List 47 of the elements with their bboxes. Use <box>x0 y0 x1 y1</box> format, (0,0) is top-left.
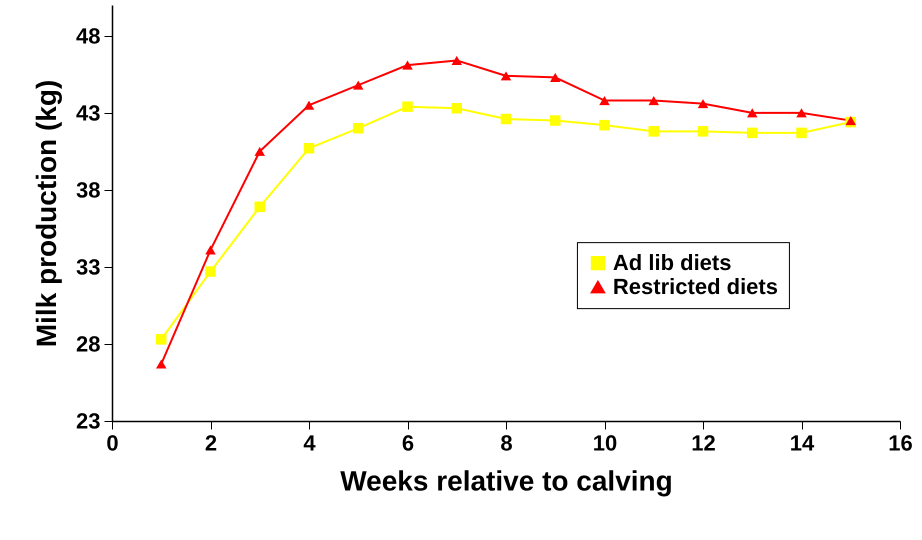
point <box>648 126 659 137</box>
y-tick-label: 48 <box>76 23 100 48</box>
x-tick-label: 6 <box>402 430 414 456</box>
point <box>747 108 758 118</box>
x-tick-label: 12 <box>691 430 716 456</box>
point <box>796 108 807 118</box>
point <box>254 146 265 156</box>
point <box>452 56 462 66</box>
point <box>698 99 708 108</box>
x-axis-title: Weeks relative to calving <box>340 466 673 496</box>
point <box>698 126 708 137</box>
x-tick-label: 14 <box>790 430 815 456</box>
legend-label: Restricted diets <box>612 274 778 300</box>
y-tick-label: 38 <box>76 177 100 202</box>
point <box>550 115 560 126</box>
point <box>402 101 413 112</box>
point <box>205 245 216 255</box>
point <box>205 266 216 277</box>
x-tick-label: 10 <box>592 430 618 456</box>
point <box>156 334 166 345</box>
point <box>304 143 314 154</box>
x-tick-label: 0 <box>106 430 119 456</box>
x-tick-label: 4 <box>303 430 316 456</box>
point <box>648 96 659 106</box>
y-tick-label: 23 <box>76 408 100 434</box>
y-tick-label: 28 <box>76 331 100 356</box>
point <box>402 60 413 70</box>
point <box>254 202 265 212</box>
point <box>796 128 807 138</box>
y-axis-title: Milk production (kg) <box>31 80 62 348</box>
point <box>500 114 512 124</box>
x-tick-label: 16 <box>888 430 913 456</box>
point <box>500 71 512 80</box>
point <box>747 128 758 138</box>
point <box>452 102 462 114</box>
point <box>550 72 560 82</box>
point <box>599 96 610 106</box>
legend-label: Ad lib diets <box>612 250 732 276</box>
y-tick-label: 33 <box>76 254 100 280</box>
point <box>353 123 364 134</box>
x-tick-label: 8 <box>500 430 513 456</box>
y-tick-label: 43 <box>76 100 100 126</box>
point <box>599 120 610 130</box>
point <box>156 359 166 369</box>
point <box>353 80 364 90</box>
x-tick-label: 2 <box>204 430 218 456</box>
point <box>304 100 314 110</box>
